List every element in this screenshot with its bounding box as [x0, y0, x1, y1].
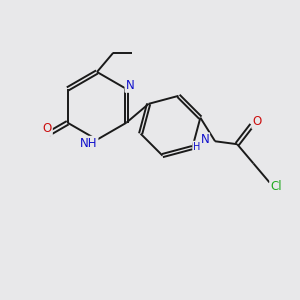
Text: H: H	[193, 142, 200, 152]
Text: N: N	[125, 79, 134, 92]
Text: Cl: Cl	[270, 179, 282, 193]
Text: N: N	[200, 133, 209, 146]
Text: NH: NH	[80, 137, 98, 150]
Text: O: O	[43, 122, 52, 135]
Text: O: O	[252, 115, 262, 128]
